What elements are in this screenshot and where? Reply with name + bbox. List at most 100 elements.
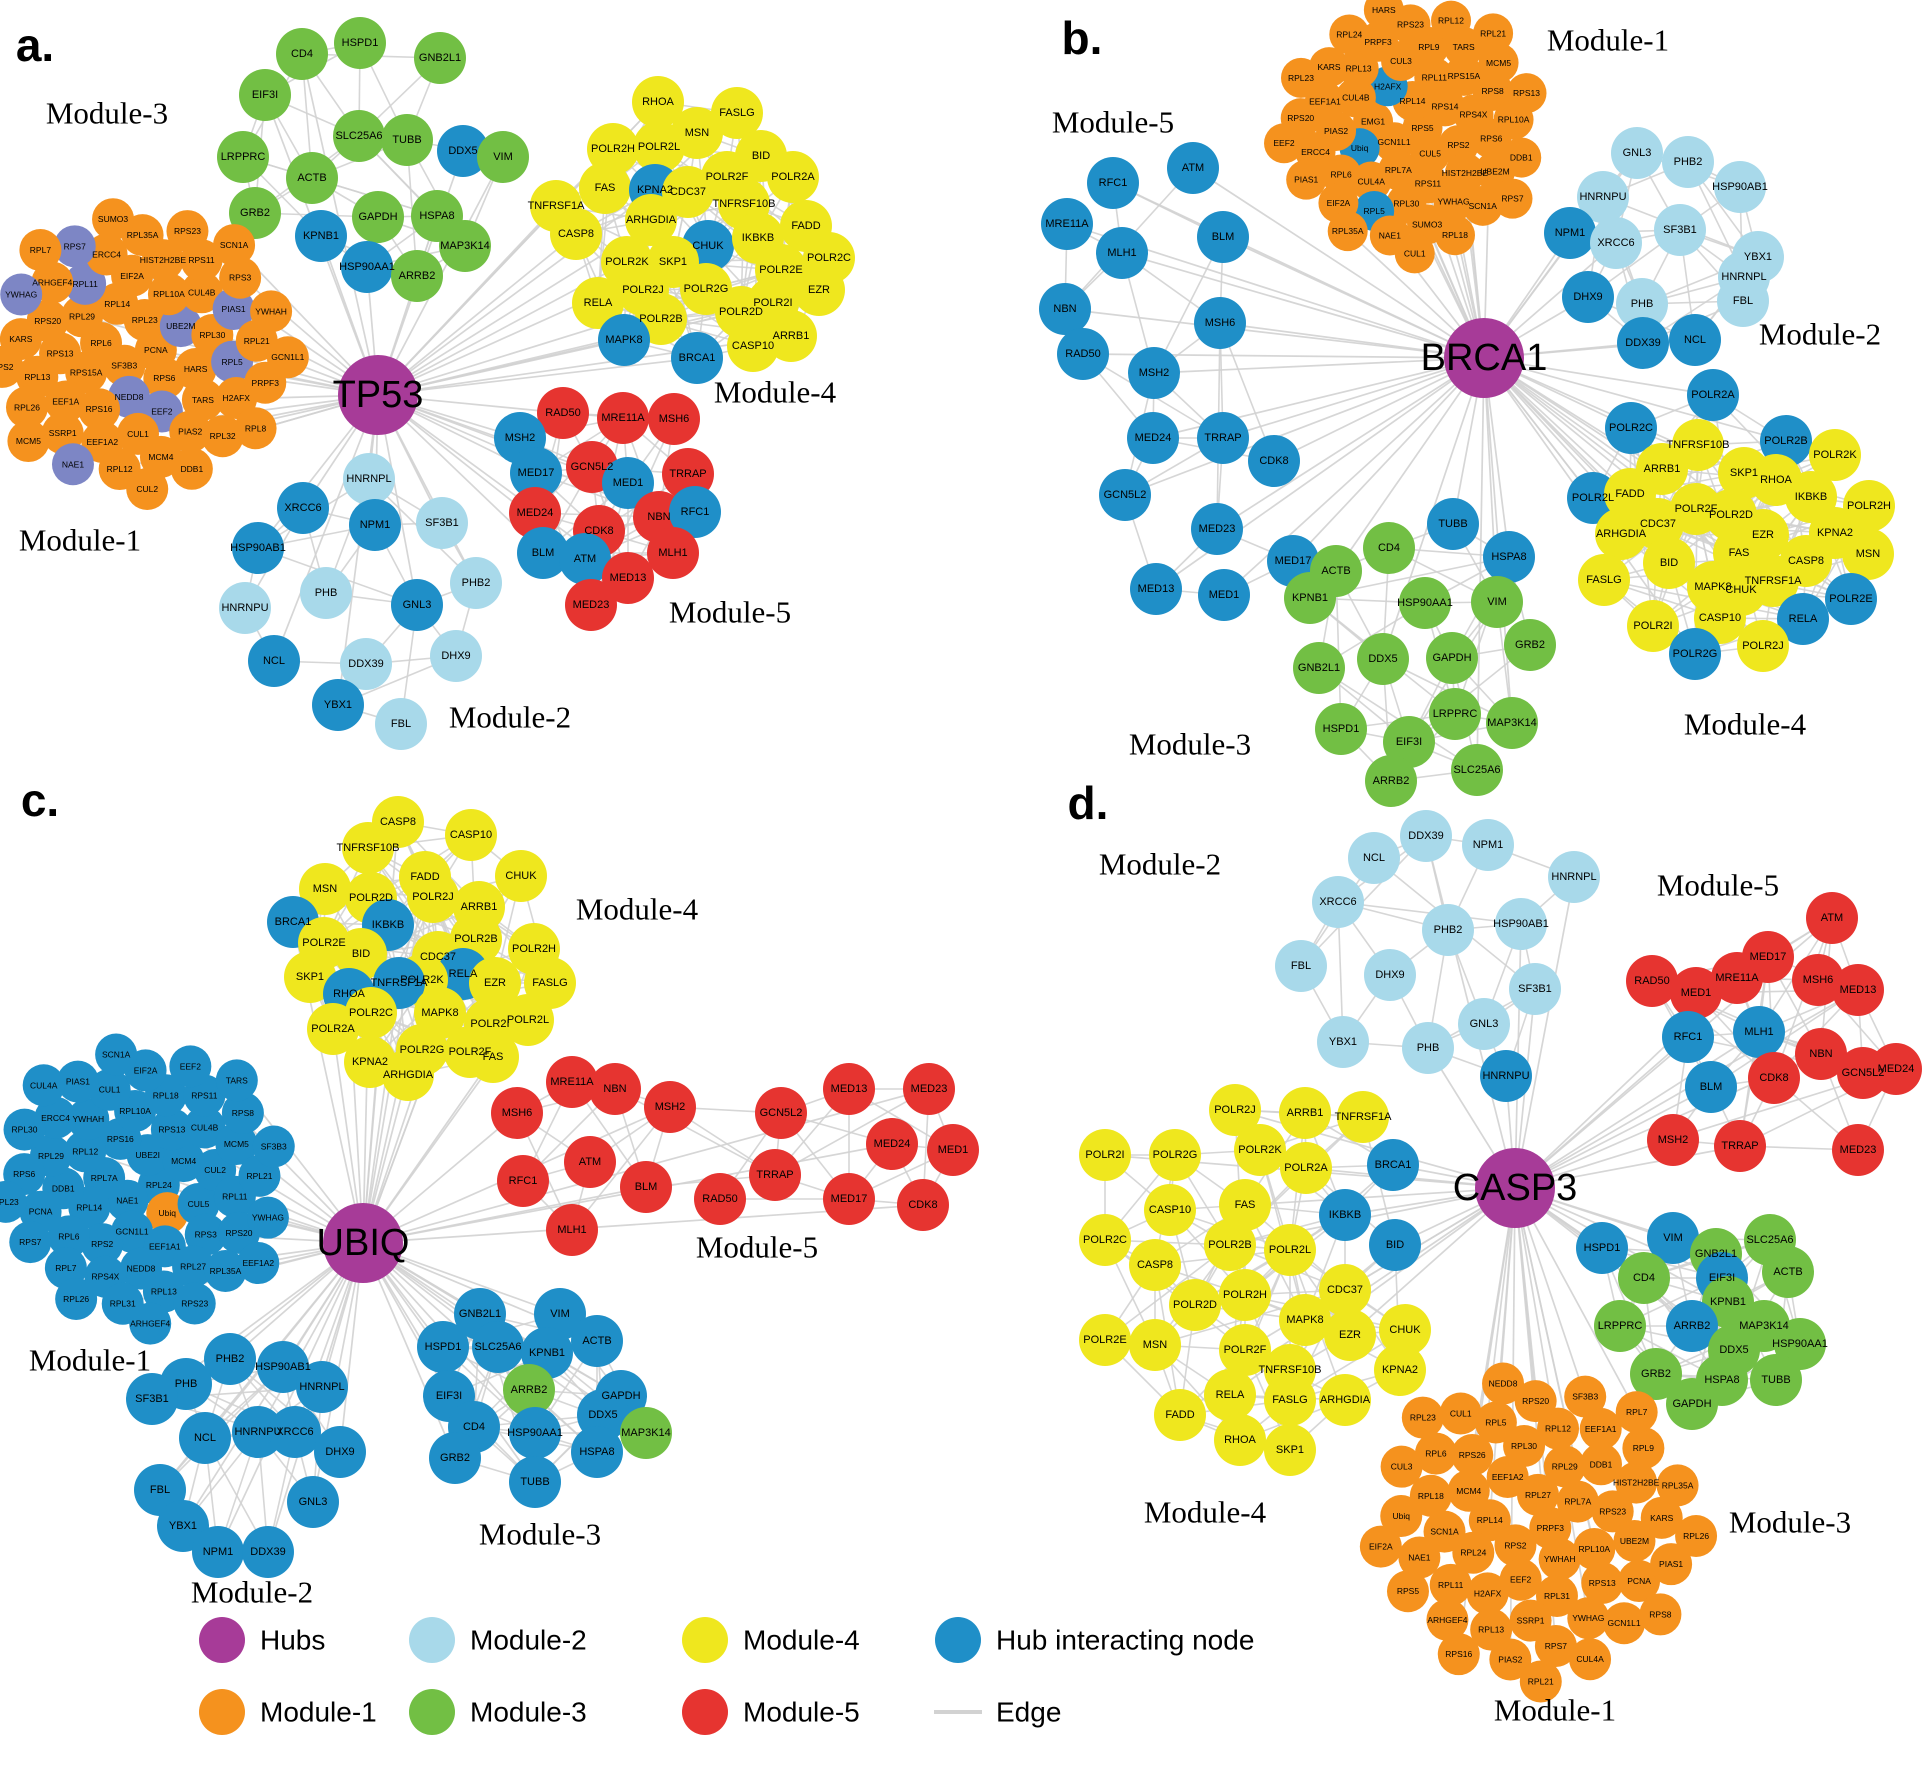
node-label-cul4a: CUL4A xyxy=(30,1080,58,1090)
node-label-rela: RELA xyxy=(584,297,613,309)
node-label-polr2g: POLR2G xyxy=(684,283,729,295)
node-label-tnfrsf10b: TNFRSF10B xyxy=(1667,439,1730,451)
node-label-phb2: PHB2 xyxy=(1674,156,1703,168)
node-fadd xyxy=(1154,1389,1206,1441)
node-arhgef4 xyxy=(129,1302,172,1345)
node-label-ddx5: DDX5 xyxy=(1719,1344,1748,1356)
node-ddx39 xyxy=(242,1526,294,1578)
node-sumo3 xyxy=(92,198,135,241)
node-label-hspd1: HSPD1 xyxy=(425,1341,462,1353)
node-label-trrap: TRRAP xyxy=(1721,1140,1758,1152)
node-label-tars: TARS xyxy=(1453,42,1475,52)
node-label-sumo3: SUMO3 xyxy=(1412,219,1443,229)
node-label-rela: RELA xyxy=(449,968,478,980)
hub-node-ubiq xyxy=(323,1203,403,1283)
node-label-kars: KARS xyxy=(1650,1513,1673,1523)
node-label-hnrnpl: HNRNPL xyxy=(1721,271,1766,283)
node-hspd1 xyxy=(334,17,386,69)
node-label-rps23: RPS23 xyxy=(181,1298,208,1308)
node-label-nbn: NBN xyxy=(603,1083,626,1095)
node-blm xyxy=(620,1161,672,1213)
node-label-ddx5: DDX5 xyxy=(1368,653,1397,665)
node-cul4b xyxy=(1335,77,1376,118)
node-label-ddb1: DDB1 xyxy=(52,1183,75,1193)
node-label-rps15a: RPS15A xyxy=(70,367,103,377)
module-label-c-module-4: Module-4 xyxy=(576,892,699,927)
node-label-ywhah: YWHAH xyxy=(255,306,287,316)
node-xrcc6 xyxy=(277,482,329,534)
node-label-dhx9: DHX9 xyxy=(325,1446,354,1458)
node-label-sf3b3: SF3B3 xyxy=(261,1141,287,1151)
node-label-mre11a: MRE11A xyxy=(550,1076,594,1088)
node-label-polr2c: POLR2C xyxy=(807,252,851,264)
node-fbl xyxy=(1275,940,1327,992)
node-label-chuk: CHUK xyxy=(1725,584,1757,596)
node-ezr xyxy=(469,957,521,1009)
node-vim xyxy=(477,131,529,183)
node-ddx5 xyxy=(1357,633,1409,685)
node-label-mlh1: MLH1 xyxy=(1107,247,1136,259)
node-med17 xyxy=(823,1173,875,1225)
node-rpl30 xyxy=(1503,1425,1546,1468)
node-fas xyxy=(467,1031,519,1083)
node-rps23 xyxy=(173,1282,216,1325)
node-eif3i xyxy=(1383,716,1435,768)
node-label-nae1: NAE1 xyxy=(116,1196,138,1206)
node-label-tubb: TUBB xyxy=(1761,1374,1790,1386)
node-gnl3 xyxy=(391,579,443,631)
node-rpl29 xyxy=(61,295,104,338)
edge xyxy=(377,205,557,396)
node-label-eif3i: EIF3I xyxy=(1396,736,1422,748)
node-label-phb: PHB xyxy=(175,1378,198,1390)
edge xyxy=(377,339,625,396)
node-label-hspa8: HSPA8 xyxy=(1491,551,1526,563)
node-label-ezr: EZR xyxy=(1752,529,1774,541)
node-arrb2 xyxy=(503,1364,555,1416)
node-rps7 xyxy=(9,1221,52,1264)
node-polr2j xyxy=(1209,1084,1261,1136)
node-label-rps2: RPS2 xyxy=(1504,1540,1526,1550)
node-label-gapdh: GAPDH xyxy=(358,211,397,223)
node-label-med23: MED23 xyxy=(1840,1144,1877,1156)
node-rps2 xyxy=(1494,1524,1537,1567)
node-label-blm: BLM xyxy=(532,547,555,559)
node-polr2l xyxy=(502,994,554,1046)
node-label-grb2: GRB2 xyxy=(240,207,270,219)
node-label-casp10: CASP10 xyxy=(1699,612,1741,624)
node-label-gcn1l1: GCN1L1 xyxy=(1608,1618,1641,1628)
node-label-rps2: RPS2 xyxy=(91,1239,113,1249)
edge xyxy=(1121,252,1485,359)
node-rpl10a xyxy=(147,273,190,316)
node-label-scn1a: SCN1A xyxy=(220,240,249,250)
node-med24 xyxy=(866,1118,918,1170)
module-label-b-module-5: Module-5 xyxy=(1052,105,1174,140)
node-label-mcm4: MCM4 xyxy=(171,1156,196,1166)
node-label-ikbkb: IKBKB xyxy=(1329,1209,1361,1221)
node-label-rpl21: RPL21 xyxy=(246,1171,272,1181)
node-ncl xyxy=(248,635,300,687)
node-label-fbl: FBL xyxy=(150,1484,170,1496)
node-label-xrcc6: XRCC6 xyxy=(276,1426,313,1438)
node-rps7 xyxy=(1492,178,1533,219)
node-fas xyxy=(579,162,631,214)
node-label-fadd: FADD xyxy=(791,220,820,232)
node-label-dhx9: DHX9 xyxy=(1375,969,1404,981)
node-ubiq xyxy=(1380,1494,1423,1537)
node-label-rps20: RPS20 xyxy=(226,1228,253,1238)
node-label-ncl: NCL xyxy=(1684,334,1706,346)
node-hnrnpu xyxy=(1480,1050,1532,1102)
node-label-med17: MED17 xyxy=(1750,951,1787,963)
node-polr2g xyxy=(1149,1129,1201,1181)
node-label-ddx39: DDX39 xyxy=(250,1546,285,1558)
node-phb2 xyxy=(450,557,502,609)
node-label-polr2c: POLR2C xyxy=(349,1007,393,1019)
node-label-faslg: FASLG xyxy=(532,977,567,989)
node-gapdh xyxy=(352,191,404,243)
node-label-cul4b: CUL4B xyxy=(191,1122,219,1132)
node-label-cul1: CUL1 xyxy=(1404,248,1426,258)
node-atm xyxy=(1167,142,1219,194)
node-label-polr2j: POLR2J xyxy=(412,891,454,903)
legend-swatch-module-1 xyxy=(199,1689,245,1735)
node-label-med13: MED13 xyxy=(1138,583,1175,595)
